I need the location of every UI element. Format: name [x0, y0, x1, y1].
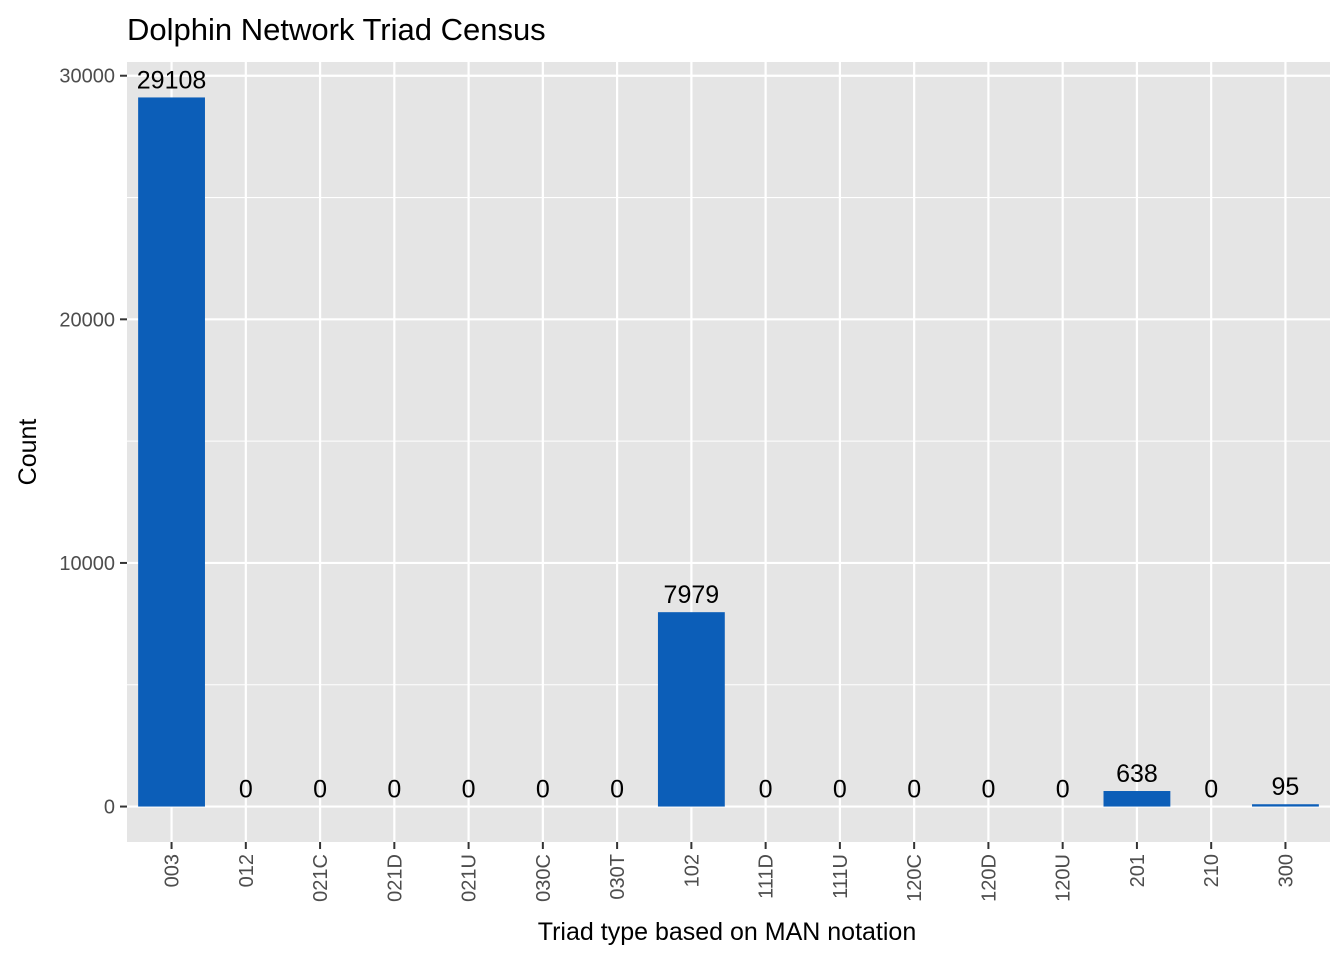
x-tick-label: 003	[162, 854, 184, 887]
x-tick-label: 021C	[310, 854, 332, 902]
data-label-210: 0	[1204, 776, 1218, 804]
x-axis: 003 012 021C 021D 021U 030C 030T 102 111D 111U 120…	[162, 842, 1297, 902]
x-tick-label: 120C	[904, 854, 926, 902]
bar-201	[1103, 791, 1171, 807]
y-tick-label: 20000	[59, 309, 115, 331]
y-tick-label: 30000	[59, 66, 115, 88]
data-label-300: 95	[1272, 773, 1300, 801]
data-label-021C: 0	[313, 776, 327, 804]
y-tick-label: 0	[104, 797, 115, 819]
data-label-030C: 0	[536, 776, 550, 804]
x-tick-label: 021D	[384, 854, 406, 902]
panel-background	[127, 62, 1330, 842]
data-label-021U: 0	[462, 776, 476, 804]
x-tick-label: 201	[1127, 854, 1149, 887]
data-label-111U: 0	[833, 776, 847, 804]
x-tick-label: 021U	[459, 854, 481, 902]
x-tick-label: 030C	[533, 854, 555, 902]
data-label-021D: 0	[387, 776, 401, 804]
data-label-012: 0	[239, 776, 253, 804]
x-axis-title: Triad type based on MAN notation	[538, 918, 916, 946]
data-label-003: 29108	[137, 66, 207, 94]
y-tick-label: 10000	[59, 553, 115, 575]
y-axis: 0 10000 20000 30000	[59, 66, 127, 819]
data-label-102: 7979	[664, 581, 720, 609]
data-label-111D: 0	[759, 776, 773, 804]
bar-003	[138, 97, 205, 807]
x-tick-label: 030T	[607, 854, 629, 900]
data-label-030T: 0	[610, 776, 624, 804]
data-label-120C: 0	[907, 776, 921, 804]
bars	[138, 97, 1319, 807]
x-tick-label: 111U	[830, 854, 852, 899]
x-tick-label: 012	[236, 854, 258, 887]
data-label-120U: 0	[1056, 776, 1070, 804]
bar-300	[1252, 804, 1319, 807]
plot-panel	[127, 62, 1330, 842]
data-label-201: 638	[1116, 760, 1158, 788]
data-label-120D: 0	[981, 776, 995, 804]
x-tick-label: 120U	[1053, 854, 1075, 902]
x-tick-label: 102	[681, 854, 703, 887]
bar-102	[657, 612, 725, 807]
x-tick-label: 111D	[756, 854, 778, 899]
x-tick-label: 300	[1275, 854, 1297, 887]
grid-lines	[127, 62, 1330, 842]
x-tick-label: 210	[1201, 854, 1223, 887]
chart-title: Dolphin Network Triad Census	[127, 12, 546, 47]
x-tick-label: 120D	[978, 854, 1000, 902]
data-labels: 29108 0 0 0 0 0 0 7979 0 0 0 0 0 638 0 95	[137, 66, 1300, 803]
y-axis-title: Count	[14, 419, 42, 486]
